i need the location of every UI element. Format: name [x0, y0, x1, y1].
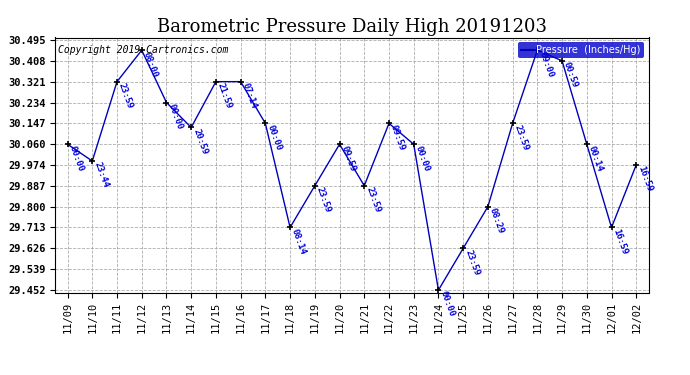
Text: 00:59: 00:59: [562, 61, 580, 89]
Title: Barometric Pressure Daily High 20191203: Barometric Pressure Daily High 20191203: [157, 18, 547, 36]
Text: 21:59: 21:59: [216, 82, 233, 110]
Text: 23:59: 23:59: [513, 123, 530, 152]
Text: 23:59: 23:59: [315, 186, 333, 214]
Text: 23:59: 23:59: [463, 248, 481, 277]
Text: 00:00: 00:00: [166, 102, 184, 131]
Text: 23:59: 23:59: [117, 82, 135, 110]
Text: 08:14: 08:14: [290, 228, 308, 256]
Text: 23:59: 23:59: [364, 186, 382, 214]
Text: 16:59: 16:59: [611, 228, 629, 256]
Text: 00:00: 00:00: [414, 144, 431, 172]
Text: 00:00: 00:00: [266, 123, 283, 152]
Text: 00:00: 00:00: [438, 290, 456, 318]
Text: 09:59: 09:59: [389, 123, 406, 152]
Text: 07:14: 07:14: [241, 82, 258, 110]
Text: 00:14: 00:14: [586, 144, 604, 172]
Text: 09:00: 09:00: [538, 50, 555, 78]
Text: 20:59: 20:59: [191, 128, 209, 156]
Text: 00:00: 00:00: [68, 144, 85, 172]
Text: 09:59: 09:59: [339, 144, 357, 172]
Text: Copyright 2019 Cartronics.com: Copyright 2019 Cartronics.com: [58, 45, 228, 55]
Text: 08:00: 08:00: [141, 50, 159, 78]
Text: 08:29: 08:29: [488, 207, 506, 235]
Legend: Pressure  (Inches/Hg): Pressure (Inches/Hg): [518, 42, 644, 58]
Text: 16:59: 16:59: [636, 165, 654, 193]
Text: 23:44: 23:44: [92, 161, 110, 189]
